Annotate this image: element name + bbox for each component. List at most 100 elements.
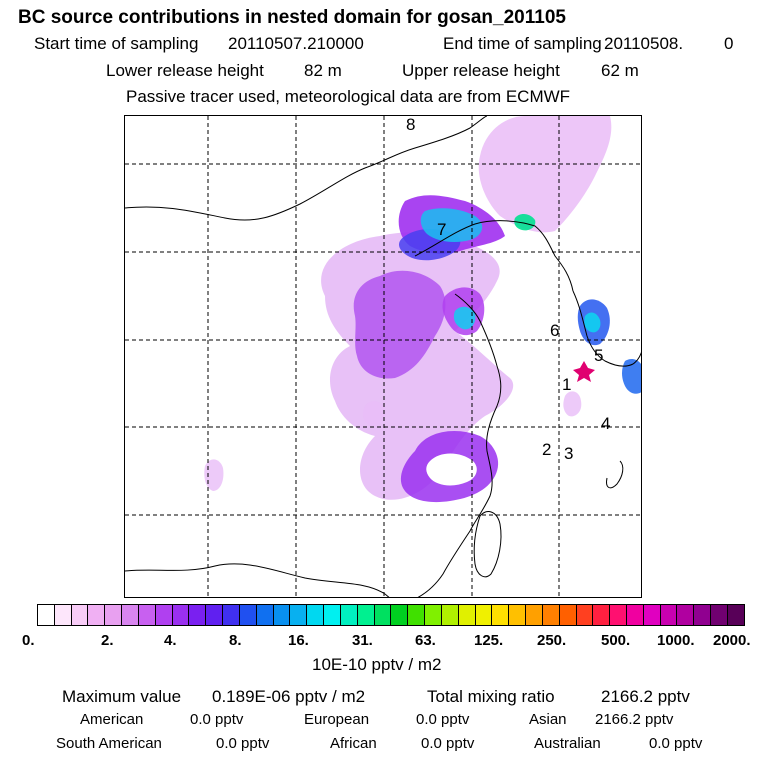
colorbar-swatch-0 bbox=[38, 605, 55, 625]
colorbar-swatch-34 bbox=[610, 605, 627, 625]
colorbar-tick-9: 500. bbox=[601, 632, 630, 649]
colorbar-swatch-1 bbox=[55, 605, 72, 625]
colorbar-swatch-6 bbox=[139, 605, 156, 625]
colorbar-swatch-39 bbox=[694, 605, 711, 625]
colorbar-swatch-26 bbox=[476, 605, 493, 625]
map-label-2: 2 bbox=[542, 441, 551, 458]
colorbar-tick-2: 4. bbox=[164, 632, 177, 649]
upper-height-value: 62 m bbox=[601, 62, 639, 79]
colorbar-swatch-20 bbox=[375, 605, 392, 625]
colorbar-swatch-19 bbox=[358, 605, 375, 625]
colorbar-swatch-33 bbox=[593, 605, 610, 625]
colorbar-swatch-7 bbox=[156, 605, 173, 625]
region-value-african: 0.0 pptv bbox=[421, 736, 474, 751]
map-label-8: 8 bbox=[406, 116, 415, 133]
colorbar bbox=[37, 604, 745, 626]
coastline-japan bbox=[607, 461, 623, 488]
colorbar-unit: 10E-10 pptv / m2 bbox=[312, 656, 441, 673]
region-name-american: American bbox=[80, 712, 143, 727]
region-value-asian: 2166.2 pptv bbox=[595, 712, 673, 727]
map-svg bbox=[125, 116, 642, 598]
map-label-3: 3 bbox=[564, 445, 573, 462]
total-mixing-value: 2166.2 pptv bbox=[601, 688, 690, 705]
colorbar-swatch-18 bbox=[341, 605, 358, 625]
colorbar-tick-8: 250. bbox=[537, 632, 566, 649]
colorbar-swatch-30 bbox=[543, 605, 560, 625]
colorbar-swatch-16 bbox=[307, 605, 324, 625]
end-time-extra: 0 bbox=[724, 35, 733, 52]
colorbar-tick-4: 16. bbox=[288, 632, 309, 649]
region-value-european: 0.0 pptv bbox=[416, 712, 469, 727]
region-value-south-american: 0.0 pptv bbox=[216, 736, 269, 751]
colorbar-tick-6: 63. bbox=[415, 632, 436, 649]
plume-scatter-2 bbox=[363, 401, 385, 426]
colorbar-swatch-13 bbox=[257, 605, 274, 625]
colorbar-swatch-10 bbox=[206, 605, 223, 625]
colorbar-swatch-37 bbox=[661, 605, 678, 625]
colorbar-swatch-5 bbox=[122, 605, 139, 625]
map-label-4: 4 bbox=[601, 415, 610, 432]
region-name-south-american: South American bbox=[56, 736, 162, 751]
region-value-australian: 0.0 pptv bbox=[649, 736, 702, 751]
map-label-6: 6 bbox=[550, 322, 559, 339]
colorbar-swatch-32 bbox=[577, 605, 594, 625]
plume-scatter-3 bbox=[563, 391, 581, 416]
max-value-label: Maximum value bbox=[62, 688, 181, 705]
colorbar-swatch-29 bbox=[526, 605, 543, 625]
colorbar-swatch-12 bbox=[240, 605, 257, 625]
colorbar-tick-0: 0. bbox=[22, 632, 35, 649]
start-time-label: Start time of sampling bbox=[34, 35, 198, 52]
colorbar-swatch-8 bbox=[173, 605, 190, 625]
colorbar-tick-10: 1000. bbox=[657, 632, 695, 649]
colorbar-swatch-41 bbox=[728, 605, 744, 625]
colorbar-swatch-23 bbox=[425, 605, 442, 625]
colorbar-swatch-4 bbox=[105, 605, 122, 625]
region-name-european: European bbox=[304, 712, 369, 727]
region-name-asian: Asian bbox=[529, 712, 567, 727]
chart-title: BC source contributions in nested domain… bbox=[18, 8, 566, 27]
end-time-label: End time of sampling bbox=[443, 35, 602, 52]
colorbar-tick-1: 2. bbox=[101, 632, 114, 649]
colorbar-swatch-21 bbox=[391, 605, 408, 625]
coastline-taiwan bbox=[474, 512, 501, 577]
map-label-1: 1 bbox=[562, 376, 571, 393]
upper-height-label: Upper release height bbox=[402, 62, 560, 79]
map-plot bbox=[124, 115, 642, 598]
lower-height-value: 82 m bbox=[304, 62, 342, 79]
map-label-5: 5 bbox=[594, 347, 603, 364]
colorbar-tick-5: 31. bbox=[352, 632, 373, 649]
colorbar-swatch-36 bbox=[644, 605, 661, 625]
colorbar-tick-11: 2000. bbox=[713, 632, 751, 649]
concentration-field bbox=[204, 116, 642, 502]
colorbar-swatch-17 bbox=[324, 605, 341, 625]
colorbar-swatch-27 bbox=[492, 605, 509, 625]
plume-north-light bbox=[479, 116, 612, 232]
colorbar-swatch-11 bbox=[223, 605, 240, 625]
tracer-note: Passive tracer used, meteorological data… bbox=[126, 88, 570, 105]
colorbar-swatch-3 bbox=[88, 605, 105, 625]
max-value: 0.189E-06 pptv / m2 bbox=[212, 688, 365, 705]
colorbar-swatch-9 bbox=[189, 605, 206, 625]
colorbar-swatch-22 bbox=[408, 605, 425, 625]
colorbar-swatch-35 bbox=[627, 605, 644, 625]
map-label-7: 7 bbox=[437, 221, 446, 238]
colorbar-swatch-31 bbox=[560, 605, 577, 625]
region-name-african: African bbox=[330, 736, 377, 751]
colorbar-tick-7: 125. bbox=[474, 632, 503, 649]
region-value-american: 0.0 pptv bbox=[190, 712, 243, 727]
colorbar-swatch-24 bbox=[442, 605, 459, 625]
colorbar-swatch-40 bbox=[711, 605, 728, 625]
region-name-australian: Australian bbox=[534, 736, 601, 751]
colorbar-swatch-14 bbox=[274, 605, 291, 625]
start-time-value: 20110507.210000 bbox=[228, 35, 364, 52]
colorbar-swatch-15 bbox=[290, 605, 307, 625]
total-mixing-label: Total mixing ratio bbox=[427, 688, 555, 705]
colorbar-swatch-2 bbox=[72, 605, 89, 625]
end-time-value: 20110508. bbox=[604, 35, 683, 52]
colorbar-swatch-38 bbox=[677, 605, 694, 625]
border-inland bbox=[125, 564, 391, 598]
plume-scatter-1 bbox=[204, 459, 223, 491]
lower-height-label: Lower release height bbox=[106, 62, 264, 79]
colorbar-swatch-28 bbox=[509, 605, 526, 625]
source-star-marker bbox=[573, 361, 595, 382]
